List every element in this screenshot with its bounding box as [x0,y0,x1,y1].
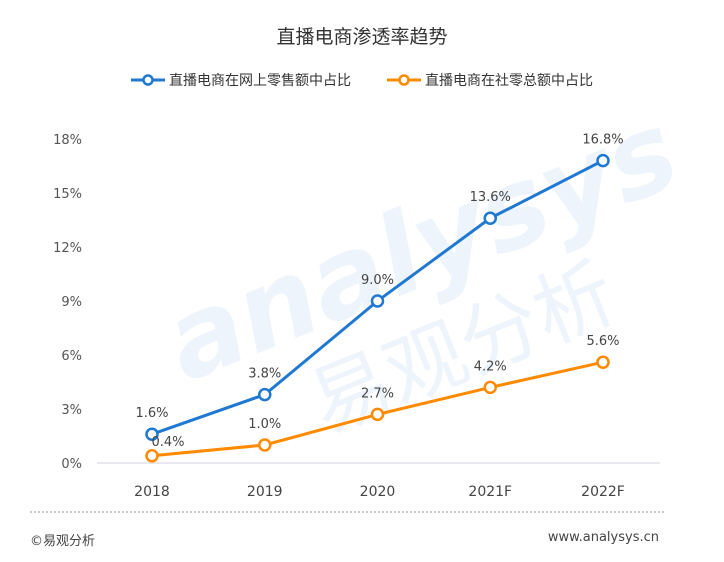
legend-marker-icon [131,74,165,86]
data-label: 16.8% [582,133,623,148]
data-point [596,355,610,369]
data-point [145,427,159,441]
legend-label: 直播电商在社零总额中占比 [425,73,593,89]
data-label: 5.6% [586,334,619,349]
data-point [258,387,272,402]
y-tick-label: 3% [61,403,82,418]
x-tick-label: 2020 [360,484,396,500]
data-label: 1.6% [135,406,168,421]
copyright: ©易观分析 [30,534,96,549]
data-label: 1.0% [248,417,281,432]
y-tick-label: 12% [53,241,82,256]
website: www.analysys.cn [547,530,659,545]
data-label: 2.7% [361,386,394,401]
data-point [370,294,385,308]
data-label: 3.8% [248,367,281,382]
data-label: 4.2% [474,359,507,374]
data-point [483,211,497,225]
x-tick-label: 2022F [581,484,625,500]
y-tick-label: 6% [61,349,82,364]
legend-marker-icon [387,74,421,86]
x-tick-label: 2018 [134,484,170,500]
data-label: 13.6% [470,190,511,205]
data-point [483,380,497,395]
data-label: 9.0% [361,273,394,288]
data-label: 0.4% [151,435,184,450]
y-tick-label: 15% [53,187,82,202]
legend: 直播电商在网上零售额中占比 直播电商在社零总额中占比 [0,70,724,90]
data-point [145,449,159,463]
data-point [596,153,610,168]
legend-label: 直播电商在网上零售额中占比 [169,73,351,89]
y-tick-label: 18% [53,133,82,148]
legend-item-retail: 直播电商在社零总额中占比 [387,70,593,90]
data-point [370,407,385,422]
y-tick-label: 0% [61,457,82,472]
x-tick-label: 2021F [468,484,512,500]
chart-title: 直播电商渗透率趋势 [276,26,448,48]
y-tick-label: 9% [61,295,82,310]
data-point [258,438,272,452]
x-tick-label: 2019 [247,484,283,500]
footer-divider [30,511,664,513]
legend-item-online: 直播电商在网上零售额中占比 [131,70,351,90]
